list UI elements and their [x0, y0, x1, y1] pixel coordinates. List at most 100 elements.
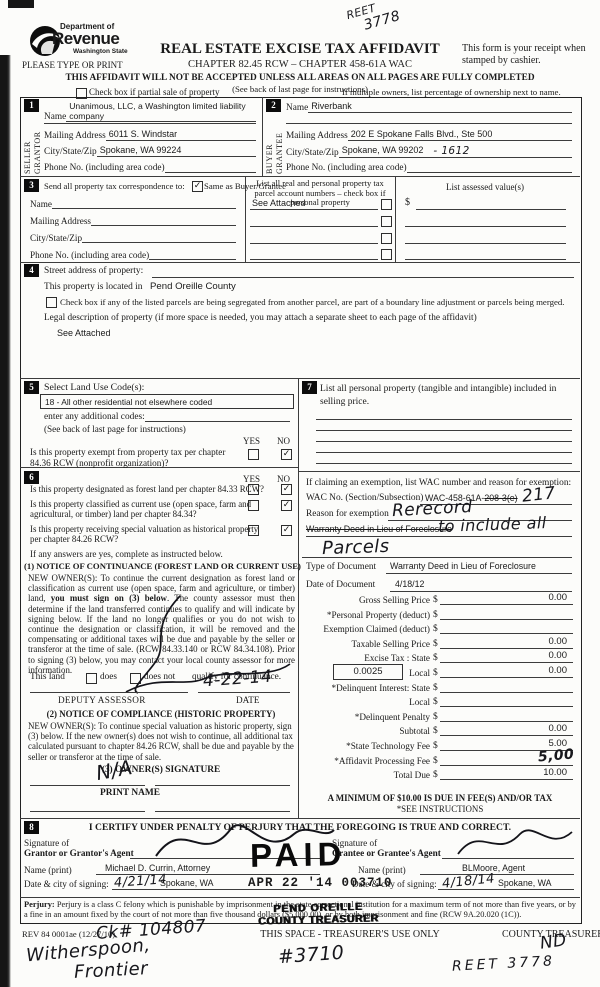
fee-row-delinq-penalty[interactable]: *Delinquent Penalty $: [312, 710, 573, 722]
current-use-yes-checkbox[interactable]: [248, 500, 259, 511]
parcel-line-1[interactable]: [250, 209, 378, 210]
fee-row-taxable[interactable]: Taxable Selling Price $0.00: [312, 636, 573, 649]
grantee-city-value[interactable]: Spokane, WA: [498, 878, 552, 888]
personal-property-label: List all personal property (tangible and…: [320, 384, 557, 407]
fee-row-exemption[interactable]: Exemption Claimed (deduct) $: [312, 622, 573, 634]
personal-property-line-5[interactable]: [316, 463, 572, 464]
located-county-value[interactable]: Pend Oreille County: [150, 281, 236, 292]
grantor-name-line[interactable]: [96, 874, 320, 875]
buyer-extra-line[interactable]: [286, 123, 572, 124]
land-does-not-checkbox[interactable]: [130, 673, 141, 684]
wac-typed-value[interactable]: WAC-458-61A-208-3(e): [425, 493, 518, 503]
fee-row-excise-local[interactable]: Local $0.00: [312, 665, 573, 678]
owner-signature-line-2a[interactable]: [30, 811, 145, 812]
fee-row-excise-state[interactable]: Excise Tax : State $0.00: [312, 650, 573, 663]
corr-phone-field[interactable]: Phone No. (including area code): [30, 248, 236, 260]
personal-property-line-1[interactable]: [316, 419, 572, 420]
corr-mailing-field[interactable]: Mailing Address: [30, 214, 236, 226]
reason-handwriting-2: to include all: [437, 513, 547, 536]
parcel-personal-checkbox-4[interactable]: [381, 249, 392, 260]
parcel-line-4[interactable]: [250, 259, 378, 260]
street-address-line[interactable]: [152, 277, 574, 278]
personal-property-line-2[interactable]: [316, 430, 572, 431]
corr-name-field[interactable]: Name: [30, 197, 236, 209]
assessed-line-3[interactable]: [405, 243, 566, 244]
partial-sale-checkbox[interactable]: [76, 88, 87, 99]
legal-description-value[interactable]: See Attached: [57, 328, 111, 338]
fee-row-total-due[interactable]: Total Due $10.00: [312, 767, 573, 780]
rev-form-number: REV 84 0001ae (12/27/10): [22, 929, 116, 939]
assessed-line-4[interactable]: [405, 259, 566, 260]
seller-mailing-field[interactable]: Mailing Address 6011 S. Windstar: [44, 129, 256, 141]
owner-signature-line-2b[interactable]: [155, 811, 290, 812]
fee-row-delinq-interest-local[interactable]: Local $: [312, 695, 573, 707]
seller-extra-line[interactable]: [44, 123, 256, 124]
grantor-signature-line[interactable]: [130, 858, 320, 859]
personal-property-line-3[interactable]: [316, 441, 572, 442]
receipt-number-handwriting: #3710: [277, 941, 345, 969]
owner-signature-line-1b[interactable]: [155, 785, 290, 786]
historic-no-checkbox[interactable]: ✓: [281, 525, 292, 536]
parcel-line-2[interactable]: [250, 226, 378, 227]
does-not-label: does not: [144, 672, 176, 682]
parcel-personal-checkbox-2[interactable]: [381, 216, 392, 227]
current-use-no-checkbox[interactable]: ✓: [281, 500, 292, 511]
corr-csz-field[interactable]: City/State/Zip: [30, 231, 236, 243]
deputy-assessor-signature[interactable]: [118, 592, 298, 697]
reason-line-2[interactable]: [306, 536, 572, 537]
reason-line-3[interactable]: [302, 557, 572, 558]
deputy-signature-line[interactable]: [30, 692, 188, 693]
buyer-csz-field[interactable]: City/State/Zip Spokane, WA 99202 - 1612: [286, 145, 572, 158]
forest-yes-checkbox[interactable]: [248, 484, 259, 495]
current-use-question-line2: agricultural, or timber) land per chapte…: [30, 509, 197, 519]
segregated-checkbox[interactable]: [46, 297, 57, 308]
wac-line[interactable]: [420, 504, 572, 505]
type-of-document-value[interactable]: Warranty Deed in Lieu of Foreclosure: [390, 561, 536, 571]
type-of-document-line[interactable]: [386, 573, 572, 574]
grantee-signature-line[interactable]: [442, 858, 574, 859]
fee-row-tech-fee[interactable]: *State Technology Fee $5.00: [312, 738, 573, 751]
grantor-name-value[interactable]: Michael D. Currin, Attorney: [105, 863, 211, 873]
parcel-personal-checkbox-1[interactable]: [381, 199, 392, 210]
owner-signature-line-1a[interactable]: [30, 785, 145, 786]
grantee-signature[interactable]: [452, 822, 577, 862]
land-does-checkbox[interactable]: [86, 673, 97, 684]
grantee-name-line[interactable]: [420, 874, 574, 875]
fee-row-subtotal[interactable]: Subtotal $0.00: [312, 723, 573, 736]
buyer-phone-field[interactable]: Phone No. (including area code): [286, 161, 572, 173]
grantee-date-line[interactable]: [438, 889, 574, 890]
deputy-date-line[interactable]: [198, 692, 290, 693]
wac-label: WAC No. (Section/Subsection): [306, 493, 424, 503]
forest-no-checkbox[interactable]: ✓: [281, 484, 292, 495]
same-as-buyer-checkbox[interactable]: ✓: [192, 181, 203, 192]
buyer-name-field[interactable]: Name Riverbank: [286, 101, 572, 113]
land-use-code-value: 18 - All other residential not elsewhere…: [45, 397, 213, 407]
historic-yes-checkbox[interactable]: [248, 525, 259, 536]
grantor-signature[interactable]: [148, 810, 338, 862]
fee-row-delinq-interest-state[interactable]: *Delinquent Interest: State $: [312, 681, 573, 693]
personal-property-line-4[interactable]: [316, 452, 572, 453]
grantee-name-print-label: Name (print): [358, 865, 406, 875]
exempt-yes-checkbox[interactable]: [248, 449, 259, 460]
parcel-personal-checkbox-3[interactable]: [381, 233, 392, 244]
fee-row-personal[interactable]: *Personal Property (deduct) $: [312, 608, 573, 620]
seller-csz-field[interactable]: City/State/Zip Spokane, WA 99224: [44, 145, 256, 157]
assessed-line-1[interactable]: [416, 209, 566, 210]
seller-phone-field[interactable]: Phone No. (including area code): [44, 161, 256, 173]
date-of-document-line[interactable]: [390, 591, 572, 592]
fee-row-affidavit-fee[interactable]: *Affidavit Processing Fee $: [312, 754, 573, 766]
grantor-city-value[interactable]: Spokane, WA: [160, 878, 214, 888]
exempt-no-checkbox[interactable]: ✓: [281, 449, 292, 460]
additional-codes-field[interactable]: enter any additional codes:: [44, 410, 290, 422]
assessed-line-2[interactable]: [405, 226, 566, 227]
reason-line-1[interactable]: [388, 520, 572, 521]
grantee-name-value[interactable]: BLMoore, Agent: [462, 863, 526, 873]
parcel-row1-value[interactable]: See Attached: [252, 198, 306, 208]
parcel-line-3[interactable]: [250, 243, 378, 244]
grantor-date-line[interactable]: [112, 889, 320, 890]
buyer-mailing-field[interactable]: Mailing Address 202 E Spokane Falls Blvd…: [286, 129, 572, 141]
date-of-document-value[interactable]: 4/18/12: [395, 579, 425, 589]
seller-name-field[interactable]: Name Unanimous, LLC, a Washington limite…: [44, 101, 256, 122]
land-use-code-box[interactable]: 18 - All other residential not elsewhere…: [40, 394, 294, 409]
fee-row-gross[interactable]: Gross Selling Price $0.00: [312, 592, 573, 605]
